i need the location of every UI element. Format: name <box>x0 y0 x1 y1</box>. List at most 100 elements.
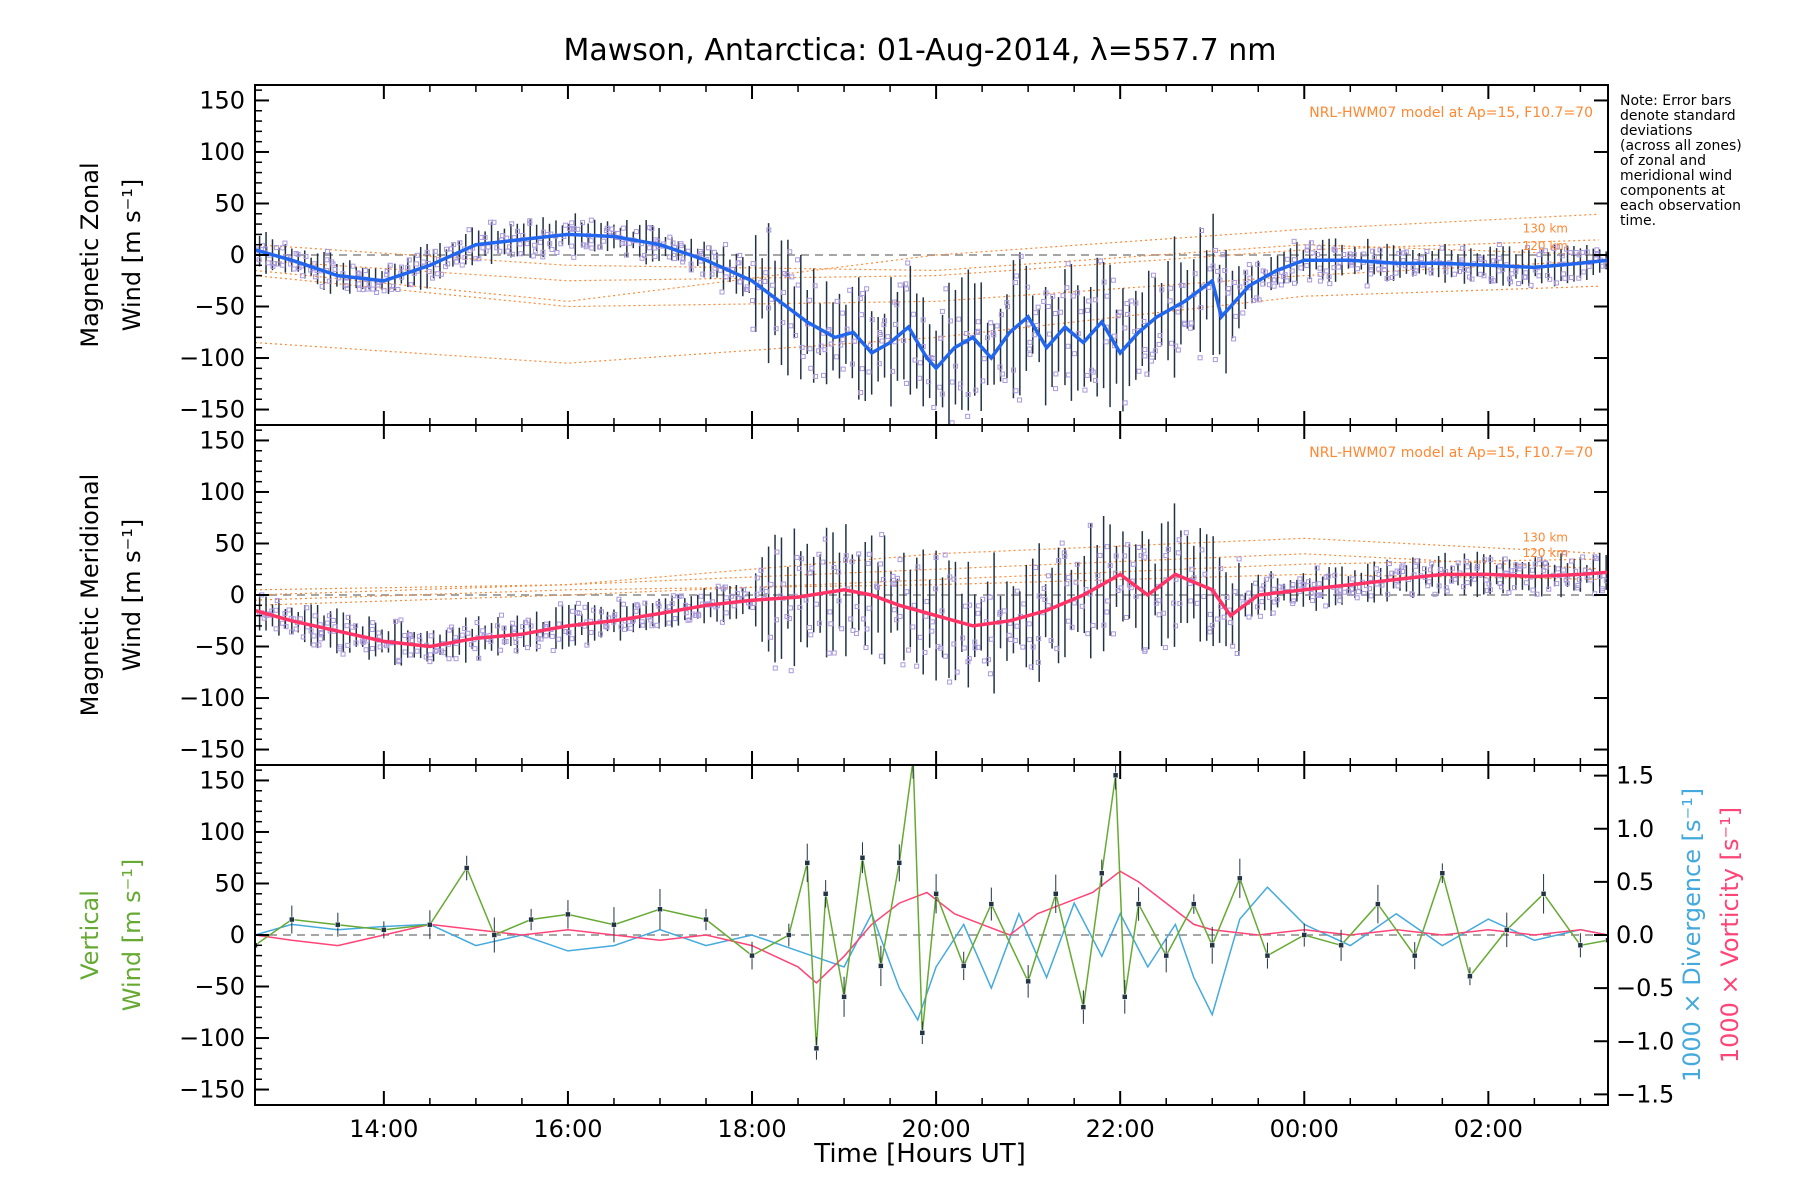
zone-point <box>773 617 779 623</box>
zone-point <box>1230 643 1236 649</box>
zone-point <box>1481 273 1487 279</box>
zone-point <box>633 608 639 614</box>
zone-point <box>488 219 494 225</box>
zone-point <box>570 608 576 614</box>
zone-point <box>1152 348 1158 354</box>
zone-point <box>554 249 560 255</box>
zone-point <box>297 616 303 622</box>
zone-point <box>688 261 694 267</box>
zone-point <box>473 256 479 262</box>
y-tick-label: 100 <box>199 478 245 506</box>
zone-point <box>616 596 622 602</box>
x-tick-label: 02:00 <box>1454 1115 1523 1143</box>
zone-point <box>874 583 880 589</box>
zone-point <box>734 591 740 597</box>
model-curve <box>255 537 1599 591</box>
zone-point <box>1027 346 1033 352</box>
y-axis-label-line2: Wind [m s⁻¹] <box>118 859 146 1011</box>
zone-point <box>1101 622 1107 628</box>
zone-point <box>509 221 515 227</box>
zone-point <box>1017 397 1023 403</box>
zone-point <box>1000 371 1006 377</box>
vertical-point <box>335 921 341 928</box>
vorticity-line <box>255 870 1608 984</box>
zone-point <box>1113 553 1119 559</box>
zone-point <box>1237 284 1243 290</box>
zone-point <box>615 230 621 236</box>
zone-point <box>308 628 314 634</box>
zone-point <box>1012 638 1018 644</box>
zone-point <box>1523 270 1529 276</box>
zone-point <box>1419 256 1425 262</box>
y2-tick-label: 1.0 <box>1616 815 1654 843</box>
zone-point <box>861 616 867 622</box>
zone-point <box>917 375 923 381</box>
zone-point <box>1532 561 1538 567</box>
zone-point <box>1542 248 1548 254</box>
zone-point <box>1177 601 1183 607</box>
zone-point <box>1497 563 1503 569</box>
y-tick-label: −150 <box>179 1076 245 1104</box>
zone-point <box>922 649 928 655</box>
zone-point <box>836 598 842 604</box>
zone-point <box>491 219 497 225</box>
zone-point <box>1043 290 1049 296</box>
zone-point <box>670 240 676 246</box>
vertical-point <box>1540 891 1547 897</box>
zone-point <box>1356 589 1362 595</box>
vertical-point <box>1099 870 1105 876</box>
zone-point <box>420 259 426 265</box>
zone-point <box>1035 304 1041 310</box>
zone-point <box>1118 585 1124 591</box>
zone-point <box>337 646 343 652</box>
zone-point <box>1414 558 1420 564</box>
zone-point <box>850 627 856 633</box>
zone-point <box>427 659 433 665</box>
zone-point <box>987 594 993 600</box>
x-axis-label: Time [Hours UT] <box>813 1139 1026 1169</box>
zone-point <box>1144 371 1150 377</box>
zone-point <box>430 275 436 281</box>
zone-point <box>1291 257 1297 263</box>
zone-point <box>1428 267 1434 273</box>
zone-point <box>1261 583 1267 589</box>
zone-point <box>803 597 809 603</box>
zone-point <box>998 312 1004 318</box>
zone-point <box>680 256 686 262</box>
zone-point <box>781 581 787 587</box>
zone-point <box>1393 270 1399 276</box>
vertical-point <box>1025 978 1031 985</box>
zone-point <box>816 551 822 557</box>
zone-point <box>270 263 276 269</box>
zone-point <box>1093 377 1099 383</box>
zone-point <box>273 626 279 632</box>
zone-point <box>1517 566 1523 572</box>
zone-point <box>867 343 873 349</box>
zone-point <box>589 245 595 251</box>
zone-point <box>1290 601 1296 607</box>
zone-point <box>1455 560 1461 566</box>
y-tick-label: −50 <box>194 633 245 661</box>
zone-point <box>1400 569 1406 575</box>
zone-point <box>763 270 769 276</box>
zone-point <box>1377 247 1383 253</box>
zone-point <box>858 390 864 396</box>
zone-point <box>1506 590 1512 596</box>
zone-point <box>1337 598 1343 604</box>
zone-point <box>1020 644 1026 650</box>
zone-point <box>365 286 371 292</box>
y-tick-label: 100 <box>199 138 245 166</box>
zone-point <box>1247 275 1253 281</box>
zone-point <box>562 222 568 228</box>
vertical-point <box>960 963 967 969</box>
zone-point <box>312 274 318 280</box>
zone-point <box>926 379 932 385</box>
zone-point <box>582 604 588 610</box>
zone-point <box>1255 261 1261 267</box>
zone-point <box>426 269 432 275</box>
zone-point <box>1014 273 1020 279</box>
vertical-point <box>491 932 498 938</box>
zone-point <box>1443 585 1449 591</box>
zone-point <box>1277 584 1283 590</box>
vertical-point <box>1301 932 1308 938</box>
